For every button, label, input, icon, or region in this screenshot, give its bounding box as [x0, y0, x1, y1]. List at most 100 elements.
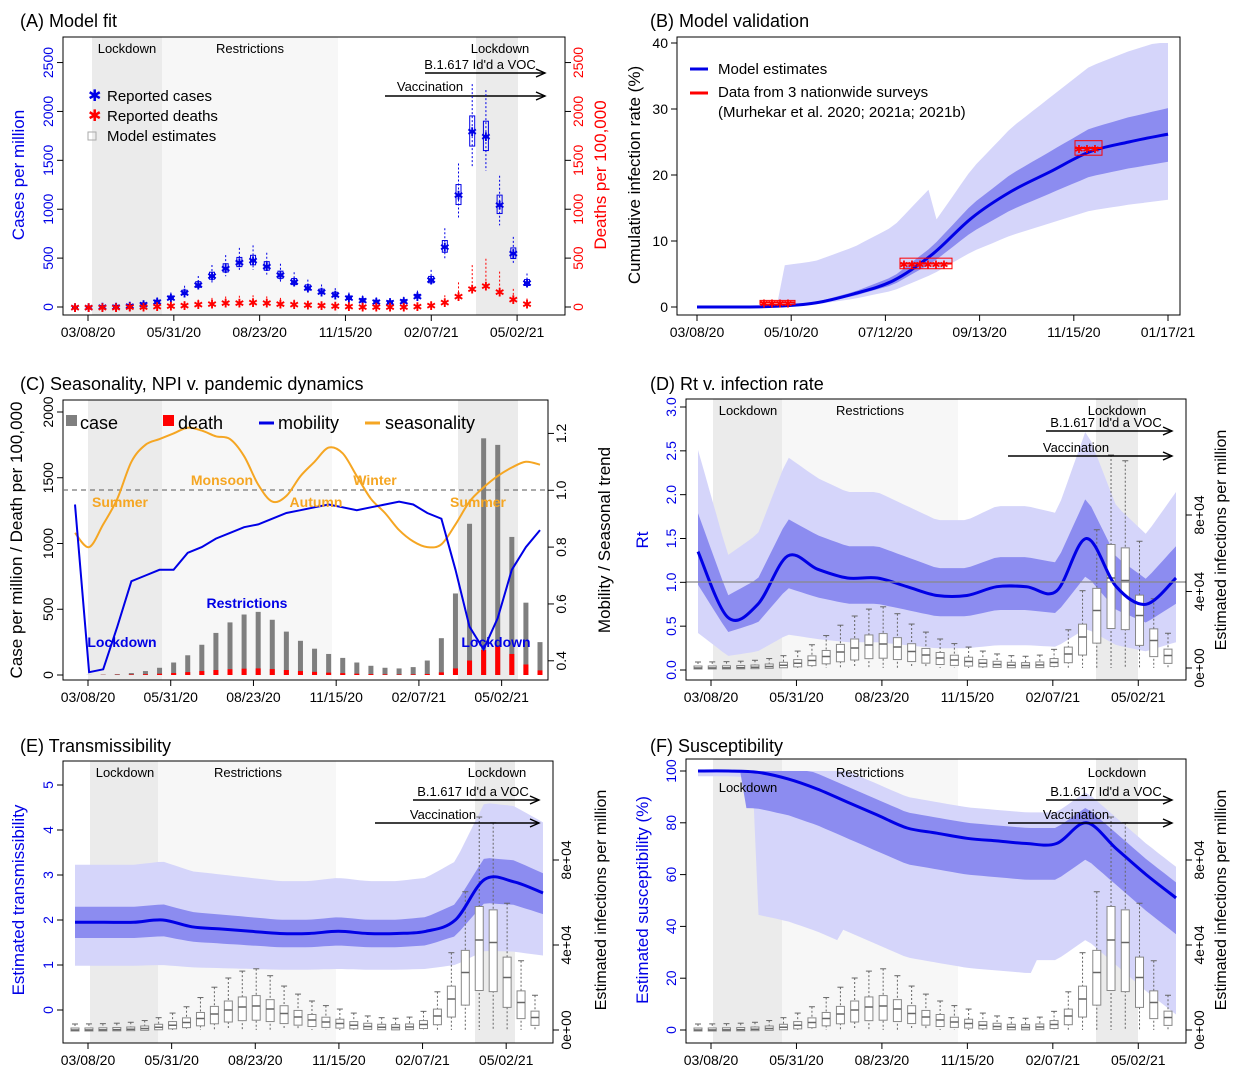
e-ylabel-right: Estimated infections per million [593, 790, 610, 1011]
restrictions-shade [162, 37, 338, 315]
voc-label: B.1.617 Id'd a VOC [1050, 415, 1162, 430]
infection-box [1078, 985, 1088, 1018]
case-bar [537, 642, 543, 675]
d-left-tick-label: 0.0 [663, 660, 679, 680]
a-left-tick-label: 2500 [40, 47, 56, 78]
infection-box [1092, 587, 1102, 644]
case-bar [171, 662, 177, 675]
d-ylabel-left: Rt [633, 531, 652, 548]
case-point: ✱ [358, 294, 368, 308]
panel-b-frame [676, 36, 1181, 316]
infection-box [279, 1005, 289, 1025]
case-box [208, 271, 215, 280]
infection-box [878, 995, 888, 1021]
c-xtick-label: 08/23/20 [226, 689, 281, 705]
case-point: ✱ [248, 254, 258, 268]
case-box [72, 305, 78, 310]
death-point: ✱ [180, 299, 190, 313]
death-bar [128, 674, 134, 675]
summer-label: Summer [92, 494, 149, 510]
infection-box [835, 1005, 845, 1025]
death-point: ✱ [303, 299, 313, 313]
infection-box [474, 906, 484, 991]
case-bar [354, 662, 360, 675]
case-bar [114, 674, 120, 675]
case-box [332, 291, 339, 297]
death-bar [255, 668, 261, 675]
c-xtick-label: 05/31/20 [143, 689, 198, 705]
a-xtick-label: 03/08/20 [61, 324, 116, 340]
legend-death-marker: ✱ [88, 108, 101, 125]
infection-box [921, 647, 931, 664]
death-bar [382, 674, 388, 675]
ci-50-band [75, 858, 543, 948]
death-bar [467, 660, 473, 675]
death-bar [424, 673, 430, 675]
e-left-tick-label: 2 [40, 916, 56, 924]
e-left-tick-label: 4 [40, 826, 56, 834]
case-box [304, 284, 311, 291]
c-xtick-label: 02/07/21 [392, 689, 447, 705]
case-point: ✱ [385, 296, 395, 310]
c-left-tick-label: 1500 [40, 462, 56, 493]
case-point: ✱ [495, 198, 505, 212]
e-right-tick-label: 8e+04 [558, 840, 574, 880]
lockdown-shade-1 [92, 37, 162, 315]
death-point: ✱ [317, 299, 327, 313]
f-left-tick-label: 100 [663, 759, 679, 783]
c-left-tick-label: 0 [40, 671, 56, 679]
summer-label-2: Summer [450, 494, 507, 510]
a-right-tick-label: 1500 [570, 145, 586, 176]
restrictions-label: Restrictions [836, 765, 904, 780]
legend-model-marker [87, 131, 97, 141]
f-left-tick-label: 0 [663, 1026, 679, 1034]
death-bar [185, 672, 191, 675]
panel-c-title: (C) Seasonality, NPI v. pandemic dynamic… [20, 374, 363, 394]
lockdown-label-2: Lockdown [1088, 403, 1147, 418]
infection-box [921, 1009, 931, 1026]
survey-point: ✱ [899, 259, 908, 271]
f-ylabel-right: Estimated infections per million [1213, 790, 1230, 1011]
legend-deaths: Reported deaths [107, 108, 218, 125]
case-bar [157, 667, 163, 675]
d-xtick-label: 08/23/20 [855, 689, 910, 705]
restrictions-shade-c [162, 400, 332, 680]
a-left-tick-label: 500 [40, 246, 56, 270]
vaccination-label: Vaccination [410, 807, 476, 822]
d-right-tick-label: 8e+04 [1191, 495, 1207, 535]
death-point: ✱ [97, 301, 107, 315]
death-point: ✱ [453, 290, 463, 304]
death-point: ✱ [262, 297, 272, 311]
case-point: ✱ [111, 300, 121, 314]
restrictions-label: Restrictions [836, 403, 904, 418]
case-bar [213, 632, 219, 675]
case-box [236, 256, 243, 268]
case-box [195, 281, 202, 288]
e-xtick-label: 05/31/20 [144, 1052, 199, 1068]
f-xtick-label: 05/31/20 [769, 1052, 824, 1068]
e-left-tick-label: 3 [40, 871, 56, 879]
case-point: ✱ [166, 292, 176, 306]
case-point: ✱ [467, 125, 477, 139]
case-bar [368, 665, 374, 675]
case-box [496, 194, 503, 215]
case-box [524, 279, 530, 287]
death-point: ✱ [248, 296, 258, 310]
lockdown-label-c: Lockdown [87, 634, 156, 650]
case-box [263, 261, 270, 271]
b-xtick-label: 01/17/21 [1141, 324, 1196, 340]
death-bar [142, 674, 148, 675]
case-box [345, 295, 352, 300]
c-xtick-label: 11/15/20 [309, 689, 363, 705]
d-ylabel-right: Estimated infections per million [1213, 430, 1230, 651]
f-xtick-label: 11/15/20 [941, 1052, 995, 1068]
b-ylabel: Cumulative infection rate (%) [625, 66, 644, 284]
a-left-tick-label: 2000 [40, 96, 56, 127]
case-box [373, 299, 380, 304]
survey-point: ✱ [907, 259, 916, 271]
d-left-tick-label: 1.5 [663, 529, 679, 549]
b-ytick-label: 0 [660, 299, 668, 315]
lockdown-label: Lockdown [96, 765, 155, 780]
estimate-line [696, 537, 1178, 622]
d-left-tick-label: 1.0 [663, 572, 679, 592]
